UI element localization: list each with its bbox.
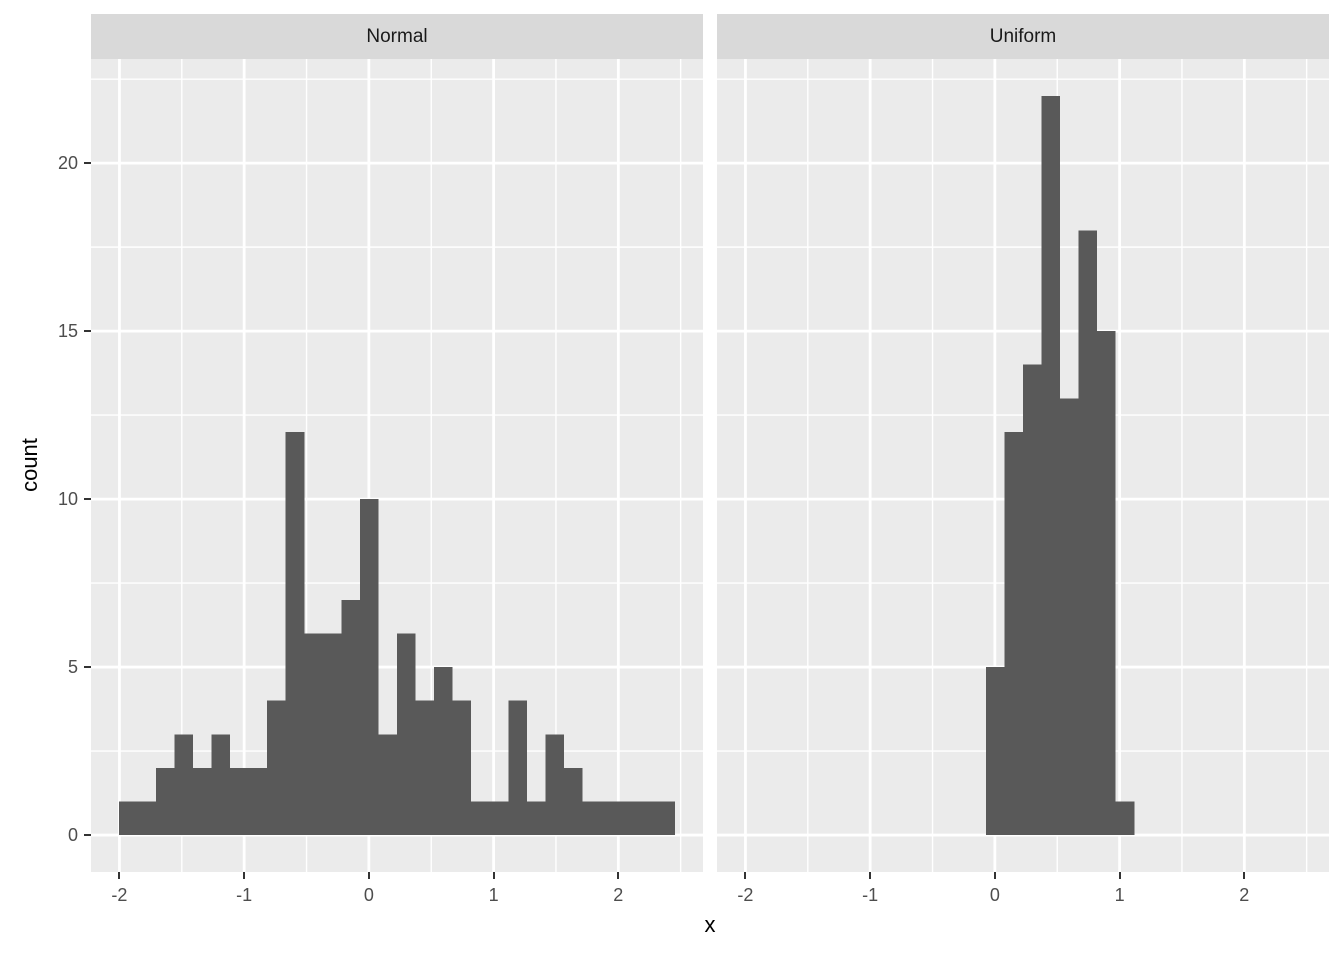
x-tick-label: 0: [989, 885, 1000, 905]
histogram-bar: [985, 667, 1005, 836]
y-tick-label: 20: [57, 153, 78, 174]
x-tick-mark: [492, 872, 495, 879]
histogram-bar: [1060, 398, 1079, 836]
histogram-bar: [285, 431, 305, 836]
histogram-bar: [304, 633, 323, 836]
x-tick-mark: [367, 872, 370, 879]
histogram-bar: [526, 801, 546, 836]
histogram-bar: [341, 599, 360, 836]
facet-strip-normal: Normal: [91, 14, 703, 59]
histogram-bar: [137, 801, 156, 836]
histogram-bar: [322, 633, 342, 836]
histogram-bar: [638, 801, 657, 836]
x-tick-label: 0: [363, 885, 374, 905]
panel-canvas: [717, 59, 1329, 872]
histogram-bar: [211, 734, 231, 836]
histogram-bar: [656, 801, 676, 836]
facet-strip-label-uniform: Uniform: [989, 25, 1057, 47]
histogram-bar: [248, 767, 268, 836]
histogram-bar: [378, 734, 397, 836]
histogram-bar: [489, 801, 509, 836]
histogram-bar: [174, 734, 193, 836]
histogram-bar: [601, 801, 620, 836]
x-tick-label: 2: [613, 885, 624, 905]
panel-uniform: [717, 59, 1329, 872]
x-tick-label: -2: [111, 885, 128, 905]
histogram-bar: [1022, 364, 1042, 836]
x-tick-label: 2: [1239, 885, 1250, 905]
panel-normal: [91, 59, 703, 872]
y-tick-label: 5: [67, 657, 78, 678]
histogram-bar: [619, 801, 639, 836]
y-tick-label: 10: [57, 489, 78, 510]
histogram-bar: [1004, 431, 1023, 836]
histogram-bar: [1097, 331, 1116, 836]
x-tick-mark: [118, 872, 121, 879]
histogram-bar: [471, 801, 490, 836]
histogram-bar: [545, 734, 564, 836]
x-tick-mark: [1118, 872, 1121, 879]
facet-strip-uniform: Uniform: [717, 14, 1329, 59]
histogram-bar: [508, 700, 527, 836]
y-tick-label: 15: [57, 321, 78, 342]
histogram-bar: [359, 499, 379, 836]
y-tick-mark: [84, 666, 91, 669]
y-tick-mark: [84, 498, 91, 501]
y-tick-mark: [84, 162, 91, 165]
histogram-bar: [563, 767, 583, 836]
histogram-bar: [1115, 801, 1135, 836]
y-tick-label: 0: [67, 825, 78, 845]
x-tick-mark: [993, 872, 996, 879]
histogram-bars: [118, 431, 676, 836]
histogram-bar: [452, 700, 472, 836]
histogram-bar: [582, 801, 602, 836]
x-tick-mark: [1243, 872, 1246, 879]
x-tick-mark: [869, 872, 872, 879]
histogram-bar: [1041, 95, 1061, 836]
y-tick-mark: [84, 834, 91, 836]
x-tick-mark: [744, 872, 747, 879]
facet-strip-label-normal: Normal: [366, 25, 428, 47]
x-axis-title: x: [704, 912, 716, 937]
histogram-bar: [1078, 230, 1098, 836]
histogram-bar: [118, 801, 138, 836]
histogram-bar: [434, 667, 453, 836]
y-tick-mark: [84, 330, 91, 333]
histogram-bar: [155, 767, 175, 836]
x-tick-label: -1: [862, 885, 879, 905]
histogram-bar: [230, 767, 249, 836]
x-tick-label: -2: [737, 885, 754, 905]
x-tick-label: 1: [488, 885, 499, 905]
x-tick-label: -1: [236, 885, 253, 905]
histogram-bar: [397, 633, 416, 836]
x-tick-mark: [243, 872, 246, 879]
x-tick-mark: [617, 872, 620, 879]
histogram-bar: [415, 700, 435, 836]
panel-canvas: [91, 59, 703, 872]
y-axis-title: count: [17, 438, 42, 492]
histogram-bar: [192, 767, 212, 836]
x-tick-label: 1: [1114, 885, 1125, 905]
histogram-bar: [267, 700, 286, 836]
histogram-bars: [985, 95, 1135, 836]
